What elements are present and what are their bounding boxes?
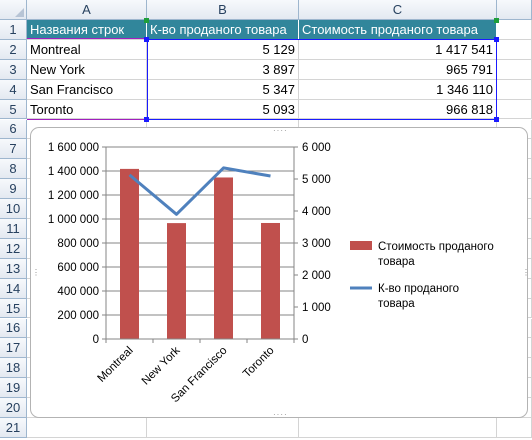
chart-resize-grip[interactable]: ⋮ bbox=[522, 268, 530, 277]
x-tick-label: New York bbox=[140, 344, 183, 387]
row-header-1[interactable]: 1 bbox=[0, 20, 27, 40]
y-tick-label: 0 bbox=[93, 334, 99, 346]
column-header-a[interactable]: A bbox=[27, 0, 147, 20]
row-header-16[interactable]: 16 bbox=[0, 318, 27, 339]
cell[interactable] bbox=[497, 99, 532, 120]
y-tick-label: 1 400 000 bbox=[48, 166, 99, 178]
range-handle[interactable] bbox=[494, 37, 499, 42]
cell[interactable] bbox=[497, 418, 532, 438]
data-cell[interactable]: 965 791 bbox=[299, 59, 497, 80]
row-header-14[interactable]: 14 bbox=[0, 278, 27, 299]
range-handle[interactable] bbox=[144, 117, 149, 122]
cell[interactable] bbox=[497, 20, 532, 40]
row-header-10[interactable]: 10 bbox=[0, 199, 27, 219]
legend-bar-label: товара bbox=[378, 256, 415, 268]
row-header-6[interactable]: 6 bbox=[0, 119, 27, 140]
data-cell[interactable]: 1 417 541 bbox=[299, 39, 497, 60]
y2-tick-label: 3 000 bbox=[302, 238, 331, 250]
row-header-21[interactable]: 21 bbox=[0, 418, 27, 438]
range-handle[interactable] bbox=[494, 117, 499, 122]
legend-bar-label: Стоимость проданого bbox=[378, 241, 494, 253]
row-header-9[interactable]: 9 bbox=[0, 179, 27, 200]
data-cell[interactable]: 5 347 bbox=[147, 79, 299, 100]
row-header-4[interactable]: 4 bbox=[0, 79, 27, 100]
row-header-13[interactable]: 13 bbox=[0, 258, 27, 279]
series-name-handle[interactable] bbox=[144, 18, 149, 23]
cell[interactable] bbox=[497, 79, 532, 100]
combo-chart[interactable]: ···· ···· ⋮ ⋮ 0 200 000 400 000 600 000 800 … bbox=[30, 126, 530, 419]
row-header-3[interactable]: 3 bbox=[0, 59, 27, 80]
row-header-18[interactable]: 18 bbox=[0, 358, 27, 379]
row-header-17[interactable]: 17 bbox=[0, 338, 27, 359]
column-header-c[interactable]: C bbox=[299, 0, 497, 20]
series-name-handle[interactable] bbox=[494, 18, 499, 23]
row-header-2[interactable]: 2 bbox=[0, 39, 27, 60]
legend-bar-swatch bbox=[350, 241, 372, 250]
data-cell[interactable]: San Francisco bbox=[27, 79, 147, 100]
header-cell[interactable]: Стоимость проданого товара bbox=[299, 20, 497, 40]
row-header-11[interactable]: 11 bbox=[0, 219, 27, 239]
y2-tick-label: 4 000 bbox=[302, 206, 331, 218]
data-cell[interactable]: 3 897 bbox=[147, 59, 299, 80]
cell[interactable] bbox=[147, 418, 299, 438]
data-cell[interactable]: 5 129 bbox=[147, 39, 299, 60]
data-cell[interactable]: Montreal bbox=[27, 39, 147, 60]
row-header-15[interactable]: 15 bbox=[0, 298, 27, 319]
chart-resize-grip[interactable]: ⋮ bbox=[32, 268, 40, 277]
header-cell[interactable]: К-во проданого товара bbox=[147, 20, 299, 40]
data-cell[interactable]: 5 093 bbox=[147, 99, 299, 120]
chart-resize-grip[interactable]: ···· bbox=[273, 126, 288, 135]
select-all-corner[interactable] bbox=[0, 0, 27, 20]
chart-plot: 0 200 000 400 000 600 000 800 000 1 000 000 1 … bbox=[48, 142, 494, 405]
y-tick-label: 800 000 bbox=[57, 238, 99, 250]
row-header-7[interactable]: 7 bbox=[0, 139, 27, 160]
line-series bbox=[128, 166, 271, 216]
y2-tick-label: 1 000 bbox=[302, 302, 331, 314]
data-cell[interactable]: New York bbox=[27, 59, 147, 80]
x-tick-label: Montreal bbox=[95, 345, 135, 385]
legend-line-label: К-во проданого bbox=[378, 283, 459, 295]
legend-line-label: товара bbox=[378, 298, 415, 310]
row-header-20[interactable]: 20 bbox=[0, 398, 27, 418]
cell[interactable] bbox=[299, 418, 497, 438]
y-tick-label: 1 600 000 bbox=[48, 142, 99, 154]
x-tick-label: Toronto bbox=[241, 345, 277, 381]
y-tick-label: 400 000 bbox=[57, 286, 99, 298]
bar bbox=[214, 177, 233, 339]
column-header-next[interactable] bbox=[497, 0, 532, 20]
bar bbox=[120, 168, 139, 339]
cell[interactable] bbox=[497, 39, 532, 60]
data-cell[interactable]: 966 818 bbox=[299, 99, 497, 120]
y2-tick-label: 5 000 bbox=[302, 174, 331, 186]
y-tick-label: 1 000 000 bbox=[48, 214, 99, 226]
cell[interactable] bbox=[27, 418, 147, 438]
bar bbox=[167, 223, 186, 339]
row-header-5[interactable]: 5 bbox=[0, 99, 27, 120]
y-tick-label: 1 200 000 bbox=[48, 190, 99, 202]
row-header-19[interactable]: 19 bbox=[0, 378, 27, 399]
y-tick-label: 600 000 bbox=[57, 262, 99, 274]
data-cell[interactable]: Toronto bbox=[27, 99, 147, 120]
row-header-12[interactable]: 12 bbox=[0, 238, 27, 259]
column-header-b[interactable]: B bbox=[147, 0, 299, 20]
cell[interactable] bbox=[497, 59, 532, 80]
y-tick-label: 200 000 bbox=[57, 310, 99, 322]
y2-tick-label: 2 000 bbox=[302, 270, 331, 282]
y2-tick-label: 0 bbox=[302, 334, 308, 346]
header-cell[interactable]: Названия строк bbox=[27, 20, 147, 40]
row-header-8[interactable]: 8 bbox=[0, 159, 27, 180]
data-cell[interactable]: 1 346 110 bbox=[299, 79, 497, 100]
chart-resize-grip[interactable]: ···· bbox=[273, 410, 288, 419]
y2-tick-label: 6 000 bbox=[302, 142, 331, 154]
range-handle[interactable] bbox=[144, 37, 149, 42]
bar bbox=[261, 222, 280, 339]
